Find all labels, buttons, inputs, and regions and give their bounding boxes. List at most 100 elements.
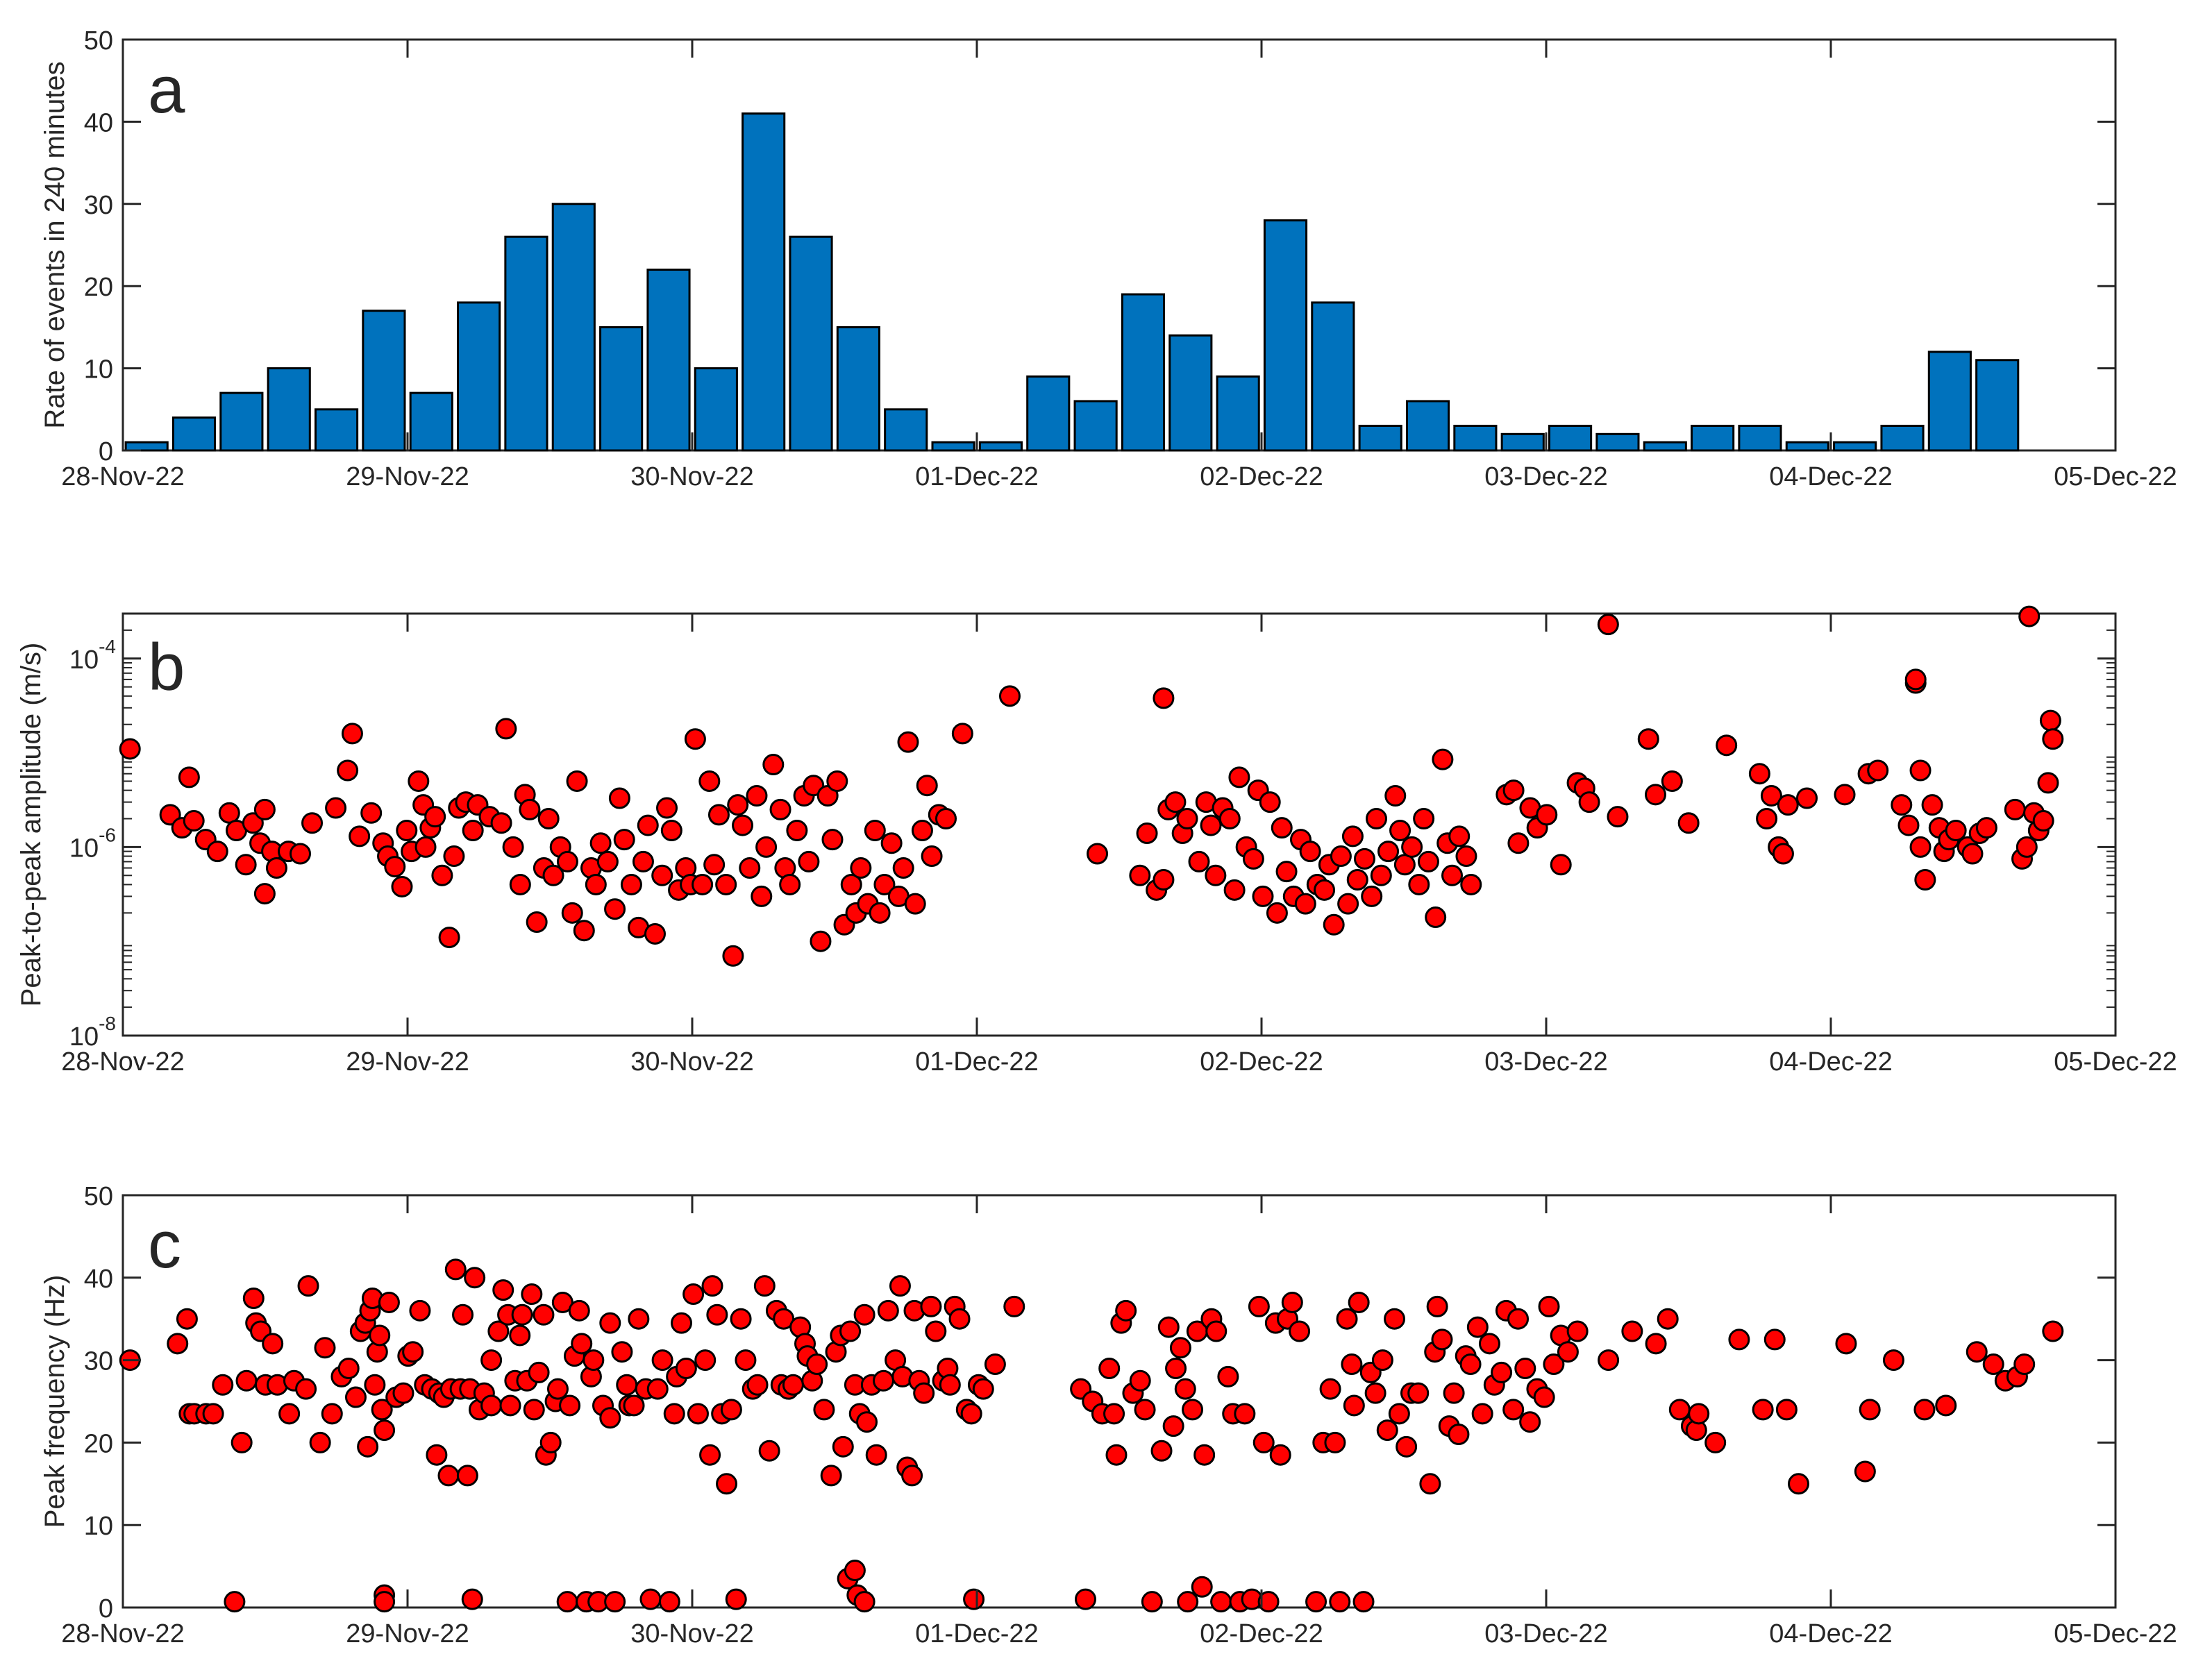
panel-b-scatter-chart: 10-810-610-4 28-Nov-22 29-Nov-22 30-Nov-22… bbox=[16, 605, 2177, 1077]
data-point bbox=[1431, 1328, 1453, 1351]
data-point bbox=[810, 930, 832, 952]
data-point bbox=[722, 945, 744, 967]
data-point bbox=[1945, 819, 1967, 841]
data-point bbox=[1396, 1435, 1418, 1458]
panel-c-x-ticks: 28-Nov-22 29-Nov-22 30-Nov-22 01-Dec-22 02-D… bbox=[61, 1195, 2177, 1648]
data-point bbox=[341, 723, 363, 745]
panel-b-minor-ticks bbox=[123, 629, 2115, 1009]
data-point bbox=[444, 1258, 467, 1281]
data-point bbox=[1305, 1591, 1327, 1613]
data-point bbox=[1248, 1295, 1270, 1317]
data-point bbox=[706, 1303, 728, 1326]
x-tick-label: 01-Dec-22 bbox=[915, 1619, 1038, 1648]
data-point bbox=[853, 1303, 875, 1326]
x-tick-label: 29-Nov-22 bbox=[346, 1619, 469, 1648]
data-point bbox=[2013, 1353, 2036, 1376]
data-point bbox=[1323, 913, 1345, 936]
data-point bbox=[262, 1333, 284, 1355]
data-point bbox=[542, 864, 564, 886]
data-point bbox=[1329, 1591, 1351, 1613]
data-point bbox=[374, 1591, 396, 1613]
data-point bbox=[1223, 879, 1246, 901]
data-point bbox=[1550, 854, 1572, 876]
data-point bbox=[1164, 791, 1187, 813]
data-point bbox=[295, 1378, 317, 1400]
data-point bbox=[253, 798, 276, 820]
bar bbox=[1738, 424, 1782, 452]
y-tick-base: 10 bbox=[69, 646, 99, 675]
data-point bbox=[1425, 906, 1447, 929]
data-point bbox=[1471, 1403, 1493, 1425]
data-point bbox=[1364, 1382, 1386, 1404]
data-point bbox=[820, 1465, 842, 1487]
data-point bbox=[687, 1403, 709, 1425]
panel-a-bars bbox=[124, 112, 2020, 452]
data-point bbox=[301, 812, 324, 834]
data-point bbox=[1324, 1431, 1346, 1453]
data-point bbox=[1644, 784, 1666, 806]
data-point bbox=[1432, 748, 1454, 770]
data-point bbox=[1519, 1411, 1541, 1433]
y-tick-label: 0 bbox=[99, 1594, 113, 1623]
data-point bbox=[539, 1431, 562, 1453]
bar bbox=[124, 441, 169, 452]
data-point bbox=[1401, 836, 1423, 858]
data-point bbox=[571, 1333, 593, 1355]
panel-c-points bbox=[119, 1258, 2064, 1613]
data-point bbox=[658, 1591, 680, 1613]
data-point bbox=[840, 873, 862, 895]
data-point bbox=[758, 1440, 780, 1462]
data-point bbox=[1657, 1308, 1679, 1330]
data-point bbox=[1557, 1341, 1579, 1363]
data-point bbox=[1413, 808, 1435, 830]
data-point bbox=[1760, 785, 1782, 807]
data-point bbox=[803, 775, 825, 797]
data-point bbox=[739, 857, 761, 879]
data-point bbox=[864, 819, 886, 841]
data-point bbox=[1191, 1576, 1213, 1598]
data-point bbox=[509, 873, 531, 895]
data-point bbox=[464, 1267, 486, 1289]
data-point bbox=[1205, 1320, 1228, 1342]
data-point bbox=[779, 873, 801, 895]
bar bbox=[409, 391, 453, 452]
data-point bbox=[452, 1303, 474, 1326]
data-point bbox=[391, 875, 413, 897]
data-point bbox=[1728, 1328, 1750, 1351]
data-point bbox=[939, 1374, 961, 1396]
data-point bbox=[337, 759, 359, 782]
data-point bbox=[1921, 794, 1943, 816]
data-point bbox=[1448, 1424, 1470, 1446]
data-point bbox=[224, 1591, 246, 1613]
data-point bbox=[1455, 845, 1477, 868]
data-point bbox=[2016, 836, 2038, 858]
data-point bbox=[1218, 808, 1241, 830]
data-point bbox=[409, 1299, 431, 1322]
data-point bbox=[1578, 791, 1600, 813]
data-point bbox=[490, 812, 512, 834]
bar bbox=[1785, 441, 1829, 452]
data-point bbox=[349, 825, 371, 847]
data-point bbox=[231, 1431, 253, 1453]
data-point bbox=[1867, 759, 1889, 782]
y-tick-label: 50 bbox=[84, 1182, 113, 1211]
panel-a-y-ticks: 0 10 20 30 40 50 bbox=[84, 26, 2115, 466]
bar bbox=[1216, 375, 1260, 452]
data-point bbox=[1370, 864, 1392, 886]
data-point bbox=[1348, 1291, 1370, 1313]
data-point bbox=[656, 797, 678, 819]
data-point bbox=[730, 1308, 752, 1330]
data-point bbox=[639, 1588, 662, 1610]
data-point bbox=[1756, 808, 1778, 830]
data-point bbox=[526, 911, 548, 933]
bar bbox=[599, 326, 644, 452]
data-point bbox=[1787, 1473, 1809, 1495]
bar bbox=[1691, 424, 1735, 452]
data-point bbox=[853, 1591, 875, 1613]
data-point bbox=[1598, 1349, 1620, 1372]
data-point bbox=[528, 1361, 550, 1383]
data-point bbox=[623, 1394, 645, 1417]
data-point bbox=[1388, 1403, 1410, 1425]
